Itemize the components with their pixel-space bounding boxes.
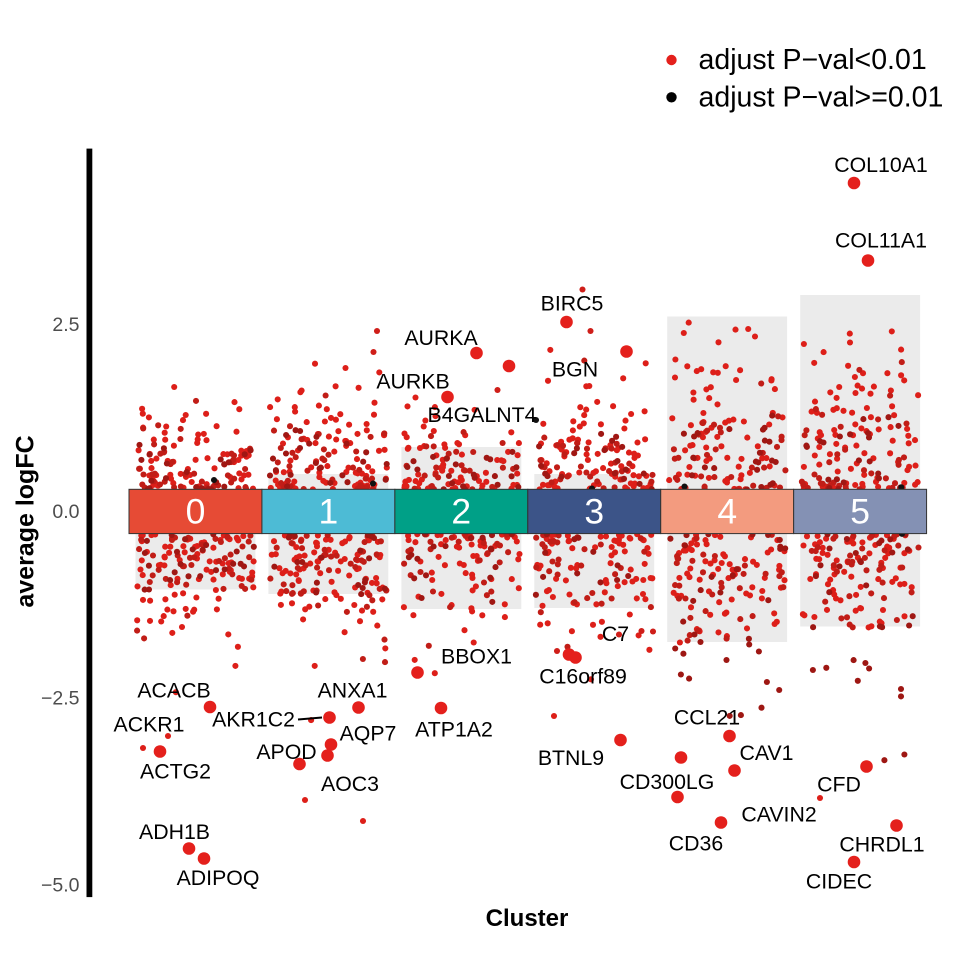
svg-text:BGN: BGN xyxy=(552,358,598,382)
svg-text:ACKR1: ACKR1 xyxy=(113,713,184,737)
svg-text:CHRDL1: CHRDL1 xyxy=(839,833,924,857)
svg-text:average logFC: average logFC xyxy=(11,435,39,607)
svg-text:AOC3: AOC3 xyxy=(321,772,379,796)
svg-text:AURKB: AURKB xyxy=(376,370,449,394)
svg-text:ADIPOQ: ADIPOQ xyxy=(177,866,260,890)
svg-text:APOD: APOD xyxy=(256,740,316,764)
svg-text:CFD: CFD xyxy=(817,773,861,797)
svg-text:COL11A1: COL11A1 xyxy=(835,229,927,253)
svg-text:B4GALNT4: B4GALNT4 xyxy=(428,403,537,427)
svg-text:4: 4 xyxy=(717,491,737,531)
svg-text:CD36: CD36 xyxy=(669,832,723,856)
svg-text:BTNL9: BTNL9 xyxy=(538,746,604,770)
svg-text:3: 3 xyxy=(584,491,604,531)
svg-text:1: 1 xyxy=(319,491,339,531)
svg-text:2.5: 2.5 xyxy=(52,314,79,336)
svg-text:AQP7: AQP7 xyxy=(340,722,397,746)
svg-text:CAVIN2: CAVIN2 xyxy=(741,803,816,827)
svg-text:CCL21: CCL21 xyxy=(674,706,740,730)
svg-text:ACACB: ACACB xyxy=(137,679,210,703)
svg-text:ADH1B: ADH1B xyxy=(139,820,210,844)
svg-text:BIRC5: BIRC5 xyxy=(541,292,604,316)
svg-text:ANXA1: ANXA1 xyxy=(318,679,388,703)
svg-text:−2.5: −2.5 xyxy=(41,687,80,709)
svg-text:5: 5 xyxy=(850,491,870,531)
svg-text:Cluster: Cluster xyxy=(486,905,569,932)
svg-text:AKR1C2: AKR1C2 xyxy=(212,708,295,732)
svg-text:adjust P−val>=0.01: adjust P−val>=0.01 xyxy=(699,81,944,113)
svg-text:C16orf89: C16orf89 xyxy=(539,665,627,689)
svg-text:0: 0 xyxy=(186,491,206,531)
svg-text:ACTG2: ACTG2 xyxy=(140,760,211,784)
svg-text:−5.0: −5.0 xyxy=(41,875,80,897)
svg-text:adjust P−val<0.01: adjust P−val<0.01 xyxy=(699,44,927,76)
svg-text:COL10A1: COL10A1 xyxy=(834,153,928,177)
svg-text:CIDEC: CIDEC xyxy=(806,870,872,894)
svg-text:CAV1: CAV1 xyxy=(739,741,793,765)
svg-text:0.0: 0.0 xyxy=(52,501,79,523)
svg-text:ATP1A2: ATP1A2 xyxy=(415,718,493,742)
svg-text:AURKA: AURKA xyxy=(404,326,478,350)
svg-text:2: 2 xyxy=(451,491,471,531)
svg-text:C7: C7 xyxy=(602,622,629,646)
svg-text:BBOX1: BBOX1 xyxy=(441,645,512,669)
svg-text:CD300LG: CD300LG xyxy=(620,770,715,794)
